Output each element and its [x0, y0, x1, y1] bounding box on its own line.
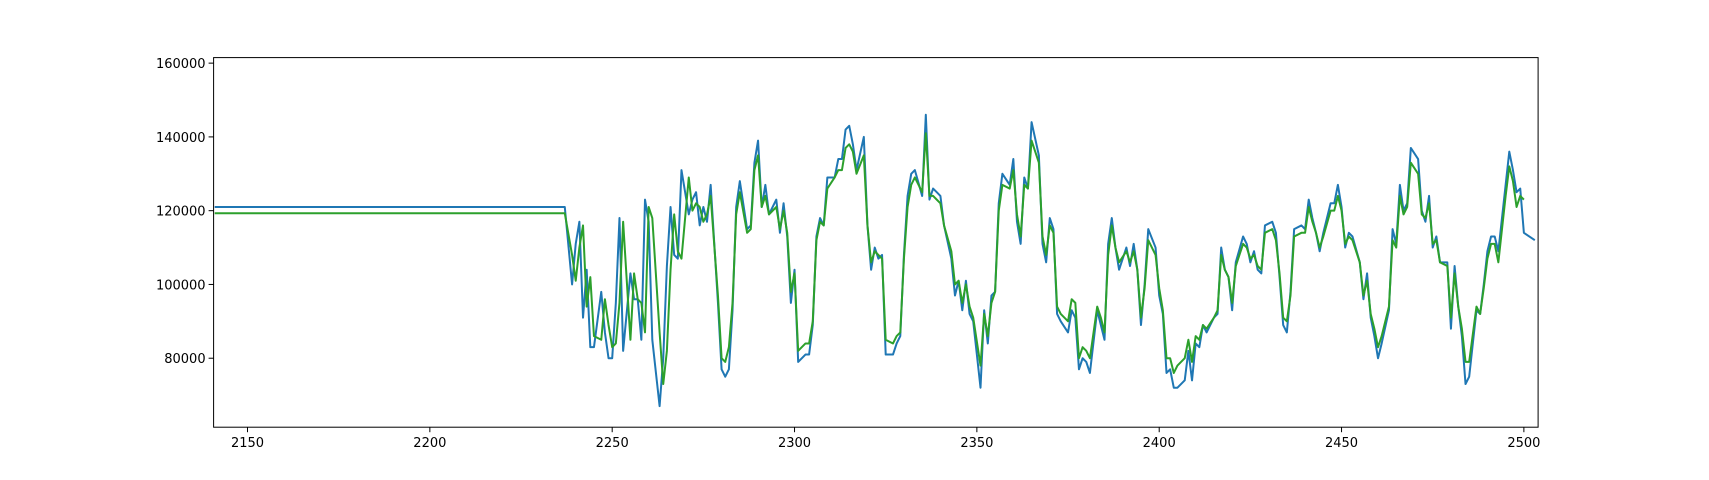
y-tick-label: 120000 [156, 205, 206, 220]
x-tick-label: 2350 [960, 436, 993, 451]
x-tick-label: 2150 [231, 436, 264, 451]
y-tick-label: 100000 [156, 278, 206, 293]
axes-frame [213, 57, 1539, 428]
x-tick-label: 2200 [413, 436, 446, 451]
x-tick-label: 2450 [1325, 436, 1358, 451]
y-tick-label: 80000 [164, 352, 205, 367]
x-tick-label: 2250 [596, 436, 629, 451]
x-tick-label: 2300 [778, 436, 811, 451]
plot-area [214, 113, 1536, 408]
x-tick-label: 2400 [1143, 436, 1176, 451]
series-line [214, 132, 1525, 386]
x-tick-label: 2500 [1507, 436, 1540, 451]
y-tick-label: 160000 [156, 57, 206, 72]
y-tick-label: 140000 [156, 131, 206, 146]
